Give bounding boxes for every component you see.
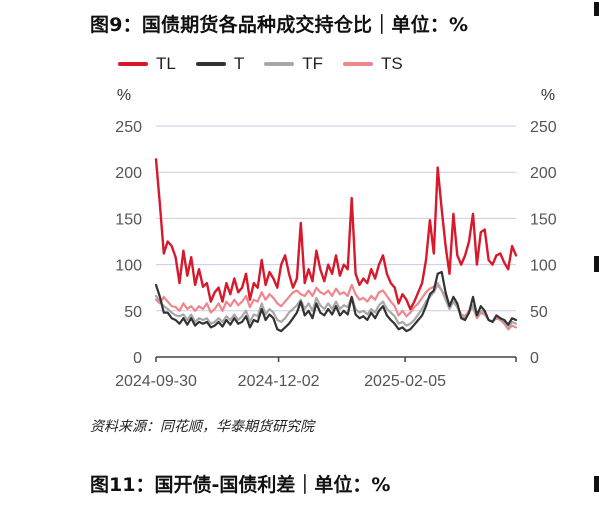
y-tick-label-right: 250: [530, 119, 557, 136]
legend-swatch-t: [195, 62, 226, 66]
y-tick-label-right: 100: [530, 258, 557, 275]
y-tick-label-right: 200: [530, 165, 557, 182]
x-tick-label: 2024-12-02: [238, 373, 320, 390]
edge-mark-mid: [594, 256, 599, 272]
edge-mark-top: [594, 2, 599, 16]
y-tick-label-left: 50: [124, 304, 142, 321]
legend-item-t: T: [195, 54, 245, 74]
legend-item-tl: TL: [118, 54, 176, 74]
legend-swatch-ts: [343, 62, 374, 66]
legend-label-t: T: [233, 54, 245, 73]
edge-mark-bottom: [594, 476, 599, 492]
chart-title: 图9：国债期货各品种成交持仓比｜单位：%: [90, 14, 469, 36]
y-tick-label-right: 0: [530, 350, 539, 367]
y-tick-label-right: 50: [530, 304, 548, 321]
chart-legend: TL T TF TS: [118, 54, 423, 74]
y-unit-right: %: [541, 87, 555, 104]
legend-swatch-tl: [118, 62, 148, 66]
legend-label-tl: TL: [156, 54, 176, 73]
legend-label-ts: TS: [381, 54, 403, 73]
y-unit-left: %: [117, 87, 131, 104]
y-tick-label-left: 150: [115, 211, 142, 228]
x-tick-label: 2025-02-05: [364, 373, 446, 390]
legend-item-tf: TF: [264, 54, 323, 74]
series-line-tl: [154, 158, 518, 311]
next-chart-title: 图11：国开债-国债利差｜单位：%: [90, 474, 391, 496]
x-tick-label: 2024-09-30: [115, 373, 197, 390]
y-tick-label-right: 150: [530, 211, 557, 228]
y-tick-label-left: 250: [115, 119, 142, 136]
legend-label-tf: TF: [302, 54, 324, 73]
legend-item-ts: TS: [343, 54, 403, 74]
series-line-tf: [154, 283, 518, 329]
line-chart: 0 0 50 50 100 100 150 150 200 200 250 250% % 2024-09-…: [115, 87, 557, 390]
y-tick-label-left: 100: [115, 258, 142, 275]
series-line-t: [154, 270, 518, 333]
y-tick-label-left: 200: [115, 165, 142, 182]
y-tick-label-left: 0: [133, 350, 142, 367]
source-note: 资料来源：同花顺，华泰期货研究院: [90, 419, 314, 435]
legend-swatch-tf: [264, 62, 295, 66]
